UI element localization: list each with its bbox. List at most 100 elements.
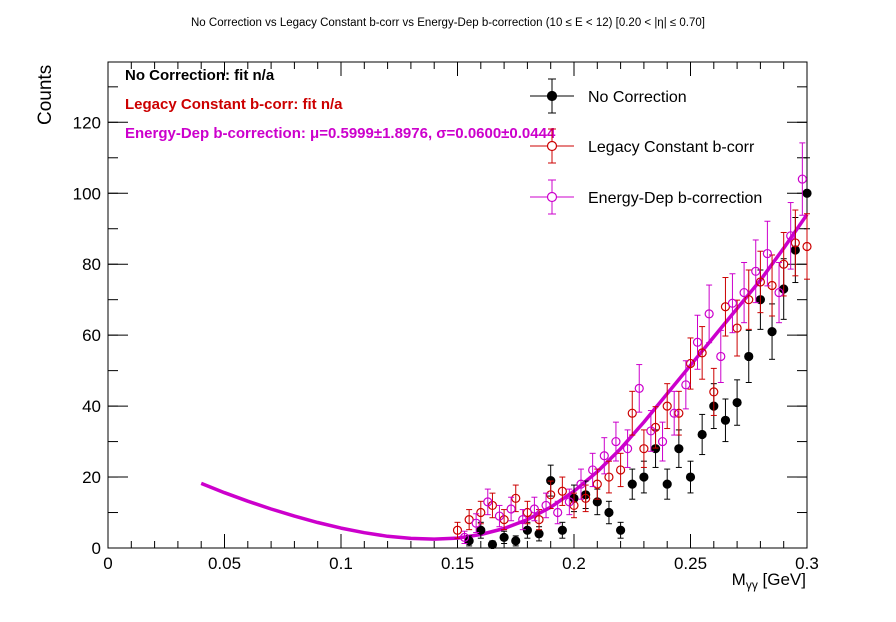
y-axis-label: Counts: [35, 65, 56, 125]
x-tick-label: 0.05: [208, 554, 241, 573]
legend-marker: [546, 140, 558, 152]
axis-ticks: [107, 62, 808, 549]
legend-marker: [546, 191, 558, 203]
data-point: [599, 451, 609, 461]
data-point: [797, 174, 807, 184]
data-point: [588, 465, 598, 475]
y-tick-label: 100: [73, 184, 101, 203]
x-tick-label: 0.1: [329, 554, 353, 573]
x-tick-label: 0.3: [795, 554, 819, 573]
data-point: [615, 465, 626, 475]
data-point: [697, 429, 707, 440]
data-point: [522, 525, 533, 535]
data-point: [622, 444, 633, 454]
fit-curve-layer: [200, 213, 809, 541]
legend: No Correction Legacy Constant b-corr Energ…: [530, 78, 762, 215]
data-point: [499, 532, 509, 542]
y-tick-label: 20: [82, 468, 101, 487]
data-point: [802, 188, 812, 198]
data-point: [685, 358, 696, 369]
fit-text: Energy-Dep b-correction: μ=0.5999±1.8976…: [125, 125, 556, 142]
data-point: [476, 525, 486, 535]
data-point: [581, 493, 591, 503]
data-point: [487, 539, 498, 550]
data-point: [802, 241, 812, 252]
data-point: [494, 511, 505, 521]
series-2: [459, 142, 807, 545]
x-tick-label: 0: [103, 554, 112, 573]
data-point: [627, 479, 637, 489]
legend-label: Legacy Constant b-corr: [588, 139, 755, 156]
data-point: [639, 444, 649, 454]
data-point: [790, 238, 800, 248]
y-tick-labels: 0 20 40 60 80 100 120: [73, 113, 101, 558]
data-point: [452, 525, 463, 535]
data-point: [779, 259, 789, 269]
data-points-layer: [452, 142, 812, 550]
data-point: [634, 383, 644, 393]
data-point: [522, 507, 533, 518]
data-point: [762, 248, 772, 259]
data-point: [674, 408, 684, 418]
data-point: [697, 348, 707, 358]
data-point: [557, 525, 567, 535]
y-tick-label: 120: [73, 113, 101, 132]
legend-marker: [546, 90, 558, 102]
data-point: [464, 515, 474, 525]
data-point: [604, 472, 614, 482]
data-point: [716, 351, 726, 362]
data-point: [744, 351, 754, 362]
data-point: [751, 266, 761, 276]
data-point: [529, 504, 539, 514]
data-point: [739, 287, 749, 298]
data-point: [704, 309, 714, 319]
data-point: [541, 500, 551, 511]
data-point: [483, 497, 493, 507]
fit-text: No Correction: fit n/a: [125, 67, 275, 84]
fit-texts: No Correction: fit n/a Legacy Constant b-…: [125, 67, 556, 142]
data-point: [639, 472, 649, 482]
data-point: [476, 507, 486, 518]
data-point: [669, 408, 679, 418]
data-point: [611, 436, 621, 447]
data-point: [657, 436, 668, 447]
y-tick-label: 0: [92, 539, 101, 558]
data-point: [511, 536, 521, 546]
data-point: [744, 295, 754, 305]
fit-curve: [200, 213, 809, 541]
data-point: [662, 401, 672, 411]
data-point: [576, 479, 586, 489]
x-tick-label: 0.15: [441, 554, 474, 573]
data-point: [727, 298, 738, 308]
data-point: [534, 515, 544, 525]
fit-text: Legacy Constant b-corr: fit n/a: [125, 96, 343, 113]
data-point: [767, 327, 777, 337]
series-1: [452, 209, 812, 539]
chart-title: No Correction vs Legacy Constant b-corr …: [191, 17, 705, 29]
data-point: [546, 490, 556, 500]
data-point: [755, 277, 766, 287]
data-point: [685, 472, 696, 482]
data-point: [720, 302, 731, 312]
x-tick-label: 0.2: [562, 554, 586, 573]
data-point: [662, 479, 672, 489]
series-0: [464, 157, 812, 550]
data-point: [774, 287, 784, 298]
data-point: [732, 323, 742, 333]
data-point: [511, 493, 521, 503]
data-point: [615, 525, 626, 535]
y-tick-label: 80: [82, 255, 101, 274]
data-point: [534, 529, 544, 539]
data-point: [681, 380, 691, 390]
data-point: [732, 397, 742, 408]
data-point: [459, 532, 470, 542]
data-point: [720, 415, 731, 425]
data-point: [506, 504, 516, 514]
y-tick-label: 40: [82, 397, 101, 416]
data-point: [674, 444, 684, 454]
data-point: [709, 387, 719, 397]
data-point: [627, 408, 637, 418]
data-point: [553, 507, 563, 518]
data-point: [604, 507, 614, 518]
